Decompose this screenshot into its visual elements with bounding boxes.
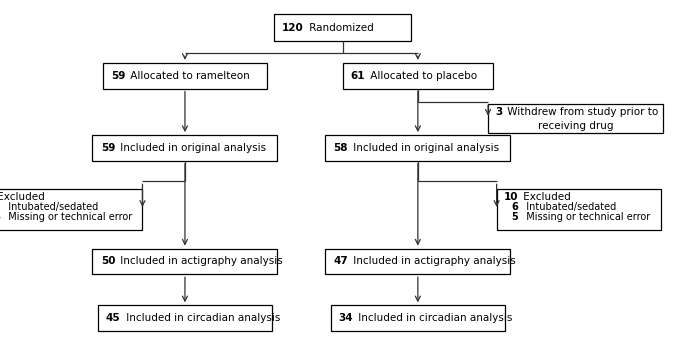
Text: 47: 47 [334,256,349,267]
FancyBboxPatch shape [497,189,661,230]
Text: 61: 61 [351,71,365,81]
Text: 45: 45 [106,313,121,323]
Text: Withdrew from study prior to: Withdrew from study prior to [504,107,658,118]
Text: Included in actigraphy analysis: Included in actigraphy analysis [351,256,516,267]
FancyBboxPatch shape [330,305,506,331]
Text: 58: 58 [334,143,348,153]
FancyBboxPatch shape [98,305,273,331]
Text: Allocated to placebo: Allocated to placebo [367,71,477,81]
Text: 50: 50 [101,256,115,267]
Text: Included in original analysis: Included in original analysis [350,143,499,153]
Text: 6: 6 [512,202,519,212]
Text: Excluded: Excluded [520,192,571,202]
Text: 34: 34 [338,313,353,323]
FancyBboxPatch shape [274,14,411,41]
FancyBboxPatch shape [92,135,277,161]
Text: receiving drug: receiving drug [538,120,613,131]
FancyBboxPatch shape [325,248,510,275]
Text: Included in circadian analysis: Included in circadian analysis [356,313,513,323]
Text: Randomized: Randomized [306,22,374,33]
Text: 59: 59 [111,71,125,81]
Text: Intubated/sedated: Intubated/sedated [521,202,616,212]
Text: Allocated to ramelteon: Allocated to ramelteon [127,71,250,81]
Text: 59: 59 [101,143,115,153]
Text: 5: 5 [512,212,519,223]
Text: Included in original analysis: Included in original analysis [117,143,266,153]
FancyBboxPatch shape [488,104,662,133]
Text: Missing or technical error: Missing or technical error [2,212,132,223]
FancyBboxPatch shape [342,63,493,88]
FancyBboxPatch shape [103,63,267,88]
Text: Included in circadian analysis: Included in circadian analysis [123,313,280,323]
FancyBboxPatch shape [0,189,142,230]
Text: 10: 10 [503,192,518,202]
Text: Included in actigraphy analysis: Included in actigraphy analysis [117,256,283,267]
Text: Intubated/sedated: Intubated/sedated [2,202,98,212]
FancyBboxPatch shape [92,248,277,275]
Text: 120: 120 [282,22,304,33]
Text: Missing or technical error: Missing or technical error [521,212,651,223]
Text: 3: 3 [495,107,502,118]
Text: Excluded: Excluded [0,192,45,202]
FancyBboxPatch shape [325,135,510,161]
